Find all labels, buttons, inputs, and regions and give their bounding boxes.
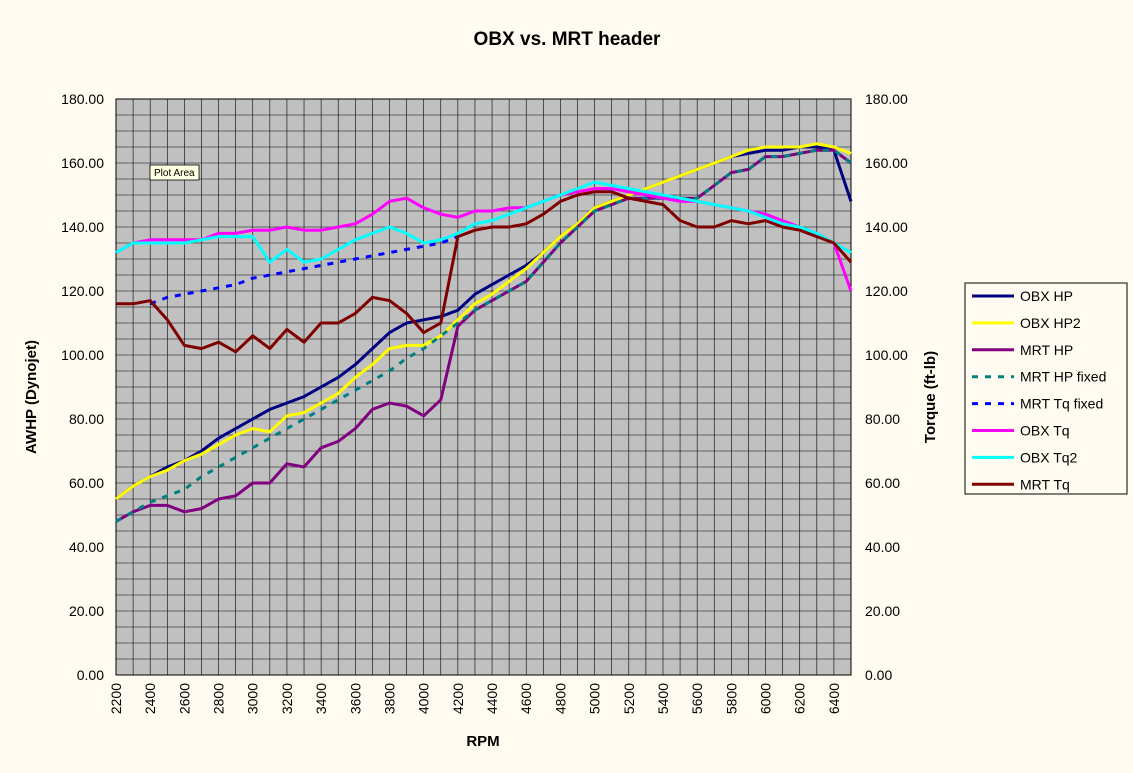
y2-tick-label: 140.00 [865, 219, 908, 235]
x-tick-label: 4200 [450, 683, 466, 714]
y2-tick-label: 80.00 [865, 411, 900, 427]
legend-items: OBX HP OBX HP2 MRT HP MRT HP fixed MRT Tq fi… [972, 288, 1106, 492]
legend-label: OBX Tq2 [1020, 449, 1078, 465]
legend-label: OBX Tq [1020, 423, 1070, 439]
y2-tick-label: 20.00 [865, 603, 900, 619]
x-tick-label: 5600 [689, 683, 705, 714]
y-tick-label: 20.00 [69, 603, 104, 619]
x-tick-label: 6200 [792, 683, 808, 714]
y-axis-label: AWHP (Dynojet) [23, 340, 40, 454]
x-tick-label: 3200 [279, 683, 295, 714]
y2-tick-label: 60.00 [865, 475, 900, 491]
series-line-obx-hp2 [115, 142, 852, 501]
series-group [115, 142, 853, 523]
y-tick-label: 0.00 [77, 667, 104, 683]
plot-area-label: Plot Area [154, 168, 195, 179]
y-tick-label: 180.00 [61, 91, 104, 107]
x-tick-label: 3000 [245, 683, 261, 714]
y2-tick-label: 120.00 [865, 283, 908, 299]
legend-label: MRT Tq [1020, 476, 1070, 492]
series-line-obx-tq2 [115, 180, 852, 264]
x-tick-label: 3400 [313, 683, 329, 714]
x-tick-label: 4600 [518, 683, 534, 714]
series-line-mrt-tq-fixed [149, 235, 459, 306]
y2-tick-label: 40.00 [865, 539, 900, 555]
x-tick-label: 2600 [176, 683, 192, 714]
legend-label: OBX HP2 [1020, 315, 1081, 331]
y-tick-label: 80.00 [69, 411, 104, 427]
x-tick-label: 4400 [484, 683, 500, 714]
x-tick-label: 6400 [826, 683, 842, 714]
legend-label: OBX HP [1020, 288, 1073, 304]
y-tick-label: 120.00 [61, 283, 104, 299]
x-tick-label: 5200 [621, 683, 637, 714]
y2-axis-label: Torque (ft-lb) [922, 351, 939, 443]
y-tick-label: 100.00 [61, 347, 104, 363]
series-line-mrt-hp-fixed [115, 148, 852, 523]
x-tick-label: 3800 [382, 683, 398, 714]
legend-label: MRT Tq fixed [1020, 396, 1103, 412]
x-tick-label: 2200 [108, 683, 124, 714]
plot-area-tooltip: Plot Area [149, 164, 200, 181]
x-axis-label: RPM [466, 733, 499, 750]
legend-label: MRT HP fixed [1020, 369, 1106, 385]
chart-title: OBX vs. MRT header [474, 29, 661, 50]
legend-label: MRT HP [1020, 342, 1073, 358]
y-axis-ticks: 0.00 20.00 40.00 60.00 80.00 100.00 120.00 140.… [61, 91, 104, 683]
y-tick-label: 140.00 [61, 219, 104, 235]
x-tick-label: 5000 [587, 683, 603, 714]
x-tick-label: 5400 [655, 683, 671, 714]
legend-box [964, 282, 1128, 495]
x-tick-label: 6000 [758, 683, 774, 714]
x-tick-label: 3600 [347, 683, 363, 714]
y2-tick-label: 100.00 [865, 347, 908, 363]
x-tick-label: 2800 [211, 683, 227, 714]
y2-axis-ticks: 0.00 20.00 40.00 60.00 80.00 100.00 120.00 140.… [865, 91, 908, 683]
y-tick-label: 60.00 [69, 475, 104, 491]
x-axis-ticks: 2200 2400 2600 2800 3000 3200 3400 3600 3800 4000… [108, 683, 842, 714]
grid [116, 99, 851, 675]
x-tick-label: 5800 [723, 683, 739, 714]
y2-tick-label: 0.00 [865, 667, 892, 683]
y2-tick-label: 160.00 [865, 155, 908, 171]
y-tick-label: 40.00 [69, 539, 104, 555]
x-tick-label: 4000 [416, 683, 432, 714]
y-tick-label: 160.00 [61, 155, 104, 171]
x-tick-label: 2400 [142, 683, 158, 714]
legend: OBX HP OBX HP2 MRT HP MRT HP fixed MRT Tq fi… [964, 282, 1128, 495]
x-tick-label: 4800 [552, 683, 568, 714]
series-line-mrt-tq [116, 190, 853, 354]
y2-tick-label: 180.00 [865, 91, 908, 107]
